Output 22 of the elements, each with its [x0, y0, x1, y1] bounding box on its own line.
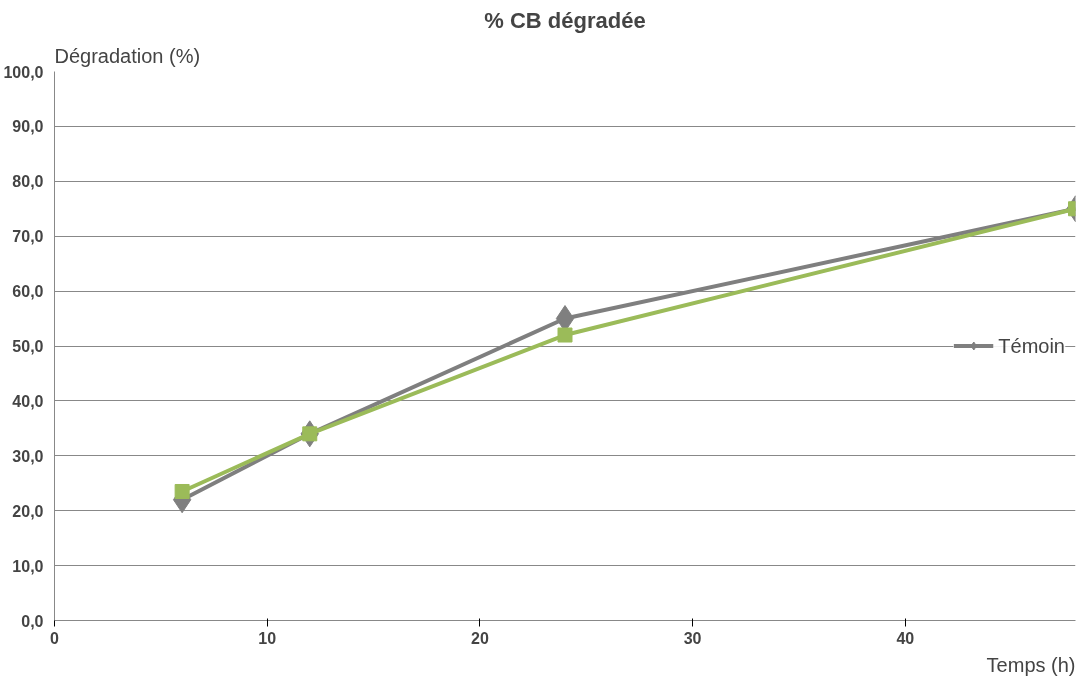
x-tick-label: 20	[471, 629, 489, 647]
y-tick-label: 80,0	[12, 173, 44, 191]
y-axis-title: Dégradation (%)	[54, 44, 201, 67]
point	[557, 327, 573, 343]
y-tick-label: 30,0	[12, 447, 44, 465]
y-tick-label: 40,0	[12, 392, 44, 410]
y-tick-label: 10,0	[12, 557, 44, 575]
y-tick-label: 60,0	[12, 283, 44, 301]
point	[174, 483, 190, 499]
x-axis-title: Temps (h)	[986, 653, 1076, 676]
y-tick-label: 0,0	[21, 612, 44, 630]
legend-label: Témoin	[998, 334, 1065, 357]
y-tick-label: 100,0	[3, 63, 44, 81]
x-tick-label: 0	[50, 629, 60, 647]
y-tick-label: 90,0	[12, 118, 44, 136]
y-tick-label: 70,0	[12, 228, 44, 246]
chart-title: % CB dégradée	[484, 7, 646, 33]
y-tick-label: 50,0	[12, 338, 44, 355]
y-tick-label: 20,0	[12, 502, 44, 520]
x-tick-label: 30	[683, 629, 702, 647]
x-tick-label: 40	[896, 629, 915, 647]
x-tick-label: 10	[258, 629, 277, 647]
